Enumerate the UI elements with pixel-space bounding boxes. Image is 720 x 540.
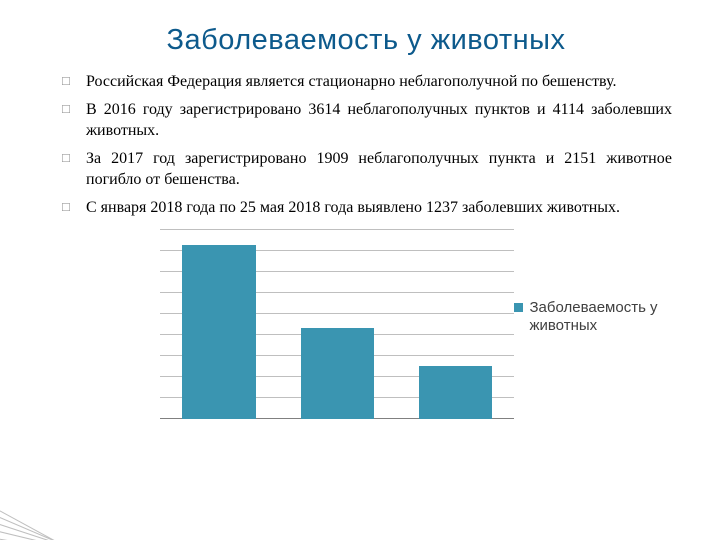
bar-chart — [160, 229, 514, 419]
bar — [419, 366, 492, 418]
bar-slot — [396, 229, 514, 419]
bars-container — [160, 229, 514, 419]
slide: Заболеваемость у животных Российская Фед… — [0, 0, 720, 540]
list-item: С января 2018 года по 25 мая 2018 года в… — [60, 197, 672, 219]
decorative-lines-icon — [0, 440, 140, 540]
list-item: В 2016 году зарегистрировано 3614 неблаг… — [60, 99, 672, 142]
chart-region: Заболеваемость у животных — [60, 229, 672, 419]
plot-area — [160, 229, 514, 419]
bar-slot — [160, 229, 278, 419]
list-item: Российская Федерация является стационарн… — [60, 71, 672, 93]
page-title: Заболеваемость у животных — [60, 24, 672, 57]
list-item: За 2017 год зарегистрировано 1909 неблаг… — [60, 148, 672, 191]
bullet-list: Российская Федерация является стационарн… — [60, 71, 672, 219]
bar — [182, 245, 255, 419]
legend-swatch — [514, 303, 523, 312]
legend: Заболеваемость у животных — [514, 299, 672, 335]
legend-label: Заболеваемость у животных — [529, 299, 672, 335]
bar-slot — [278, 229, 396, 419]
bar — [301, 328, 374, 419]
